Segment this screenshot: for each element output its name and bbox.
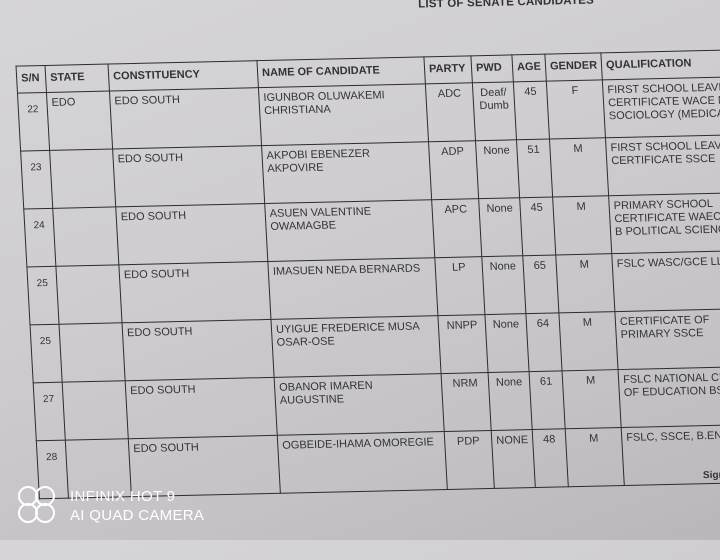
col-constituency: CONSTITUENCY	[107, 60, 259, 92]
cell-party: PDP	[444, 430, 495, 490]
cell-sn: 27	[33, 382, 66, 441]
cell-pwd: None	[481, 255, 526, 315]
cell-gender: M	[552, 195, 612, 255]
cell-state	[52, 206, 119, 267]
cell-age: 64	[525, 312, 563, 372]
cell-sn: 23	[20, 150, 53, 210]
cell-pwd: None	[478, 197, 523, 257]
col-party: PARTY	[423, 55, 473, 84]
cell-age: 61	[529, 370, 566, 430]
cell-sn: 25	[26, 266, 60, 325]
col-qualification: QUALIFICATION	[600, 49, 720, 80]
cell-sn: 24	[23, 208, 56, 267]
cell-age: 45	[513, 81, 550, 140]
watermark-line2: AI QUAD CAMERA	[70, 507, 205, 524]
col-age: AGE	[511, 54, 547, 82]
cell-constituency: EDO SOUTH	[112, 145, 265, 207]
cell-gender: M	[565, 427, 625, 487]
cell-name: OGBEIDE-IHAMA OMOREGIE	[277, 431, 448, 494]
cell-age: 48	[532, 428, 569, 488]
signature-label: Signe	[702, 469, 720, 482]
cell-pwd: None	[484, 313, 530, 373]
cell-party: NRM	[441, 372, 492, 432]
cell-age: 45	[519, 197, 556, 256]
cell-pwd: None	[475, 139, 520, 199]
cell-state	[59, 322, 126, 383]
cell-party: LP	[434, 256, 485, 316]
col-name: NAME OF CANDIDATE	[256, 56, 426, 88]
cell-gender: M	[555, 253, 615, 313]
cell-name: UYIGUE FREDERICE MUSA OSAR-OSE	[270, 315, 442, 378]
cell-pwd: Deaf/ Dumb	[472, 81, 517, 141]
cell-gender: M	[549, 137, 609, 198]
cell-qualification: PRIMARY SCHOOL CERTIFICATE WAEC/GCE B PO…	[608, 192, 720, 254]
cell-age: 65	[522, 254, 559, 314]
col-sn: S/N	[16, 65, 47, 94]
cell-party: ADC	[425, 82, 476, 142]
cell-name: IGUNBOR OLUWAKEMI CHRISTIANA	[258, 83, 429, 146]
cell-gender: M	[562, 369, 622, 429]
cell-constituency: EDO SOUTH	[118, 261, 271, 323]
cell-qualification: FIRST SCHOOL LEAVING CERTIFICATE SSCE	[605, 134, 720, 196]
cell-name: AKPOBI EBENEZER AKPOVIRE	[261, 141, 432, 204]
watermark-line1: INFINIX HOT 9	[70, 488, 176, 505]
quad-circles-icon	[18, 486, 58, 526]
camera-watermark: INFINIX HOT 9 AI QUAD CAMERA	[18, 486, 204, 526]
cell-party: NNPP	[437, 314, 489, 374]
cell-pwd: NONE	[491, 429, 536, 489]
cell-state	[62, 380, 129, 441]
cell-state	[49, 148, 116, 209]
cell-name: OBANOR IMAREN AUGUSTINE	[274, 373, 445, 436]
col-gender: GENDER	[544, 52, 603, 82]
cell-qualification: FIRST SCHOOL LEAVING CERTIFICATE WACE MS…	[602, 76, 720, 138]
document-title: LIST OF SENATE CANDIDATES	[418, 0, 595, 11]
cell-qualification: FSLC WASC/GCE LL.B	[611, 250, 720, 312]
cell-party: ADP	[428, 140, 479, 200]
col-pwd: PWD	[470, 54, 514, 83]
cell-constituency: EDO SOUTH	[125, 377, 278, 439]
cell-name: ASUEN VALENTINE OWAMAGBE	[264, 199, 435, 262]
cell-qualification: FSLC NATIONAL CERTIFI OF EDUCATION BSc	[618, 366, 720, 428]
cell-constituency: EDO SOUTH	[122, 319, 275, 381]
cell-constituency: EDO SOUTH	[115, 203, 268, 265]
cell-gender: F	[546, 79, 606, 140]
cell-state: EDO	[46, 91, 113, 151]
cell-state	[55, 264, 123, 325]
cell-pwd: None	[488, 371, 533, 431]
cell-age: 51	[516, 139, 553, 198]
cell-constituency: EDO SOUTH	[109, 87, 262, 149]
cell-qualification: CERTIFICATE OF PRIMARY SSCE	[614, 308, 720, 370]
cell-party: APC	[431, 198, 482, 258]
candidates-table: S/N STATE CONSTITUENCY NAME OF CANDIDATE…	[15, 49, 720, 499]
cell-sn: 25	[30, 324, 63, 383]
col-state: STATE	[45, 64, 110, 93]
cell-sn: 22	[17, 92, 50, 152]
cell-gender: M	[558, 311, 619, 371]
cell-name: IMASUEN NEDA BERNARDS	[267, 257, 438, 320]
